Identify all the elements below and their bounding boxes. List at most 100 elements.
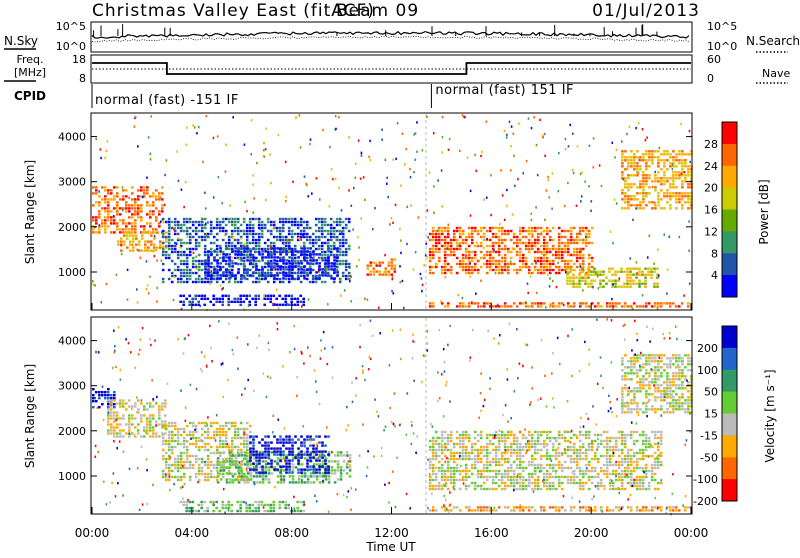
heatmap-scatter-cell bbox=[614, 198, 616, 200]
heatmap-cell bbox=[222, 253, 225, 255]
heatmap-cell bbox=[453, 248, 456, 250]
heatmap-cell bbox=[137, 210, 140, 212]
heatmap-cell bbox=[316, 478, 319, 480]
heatmap-cell bbox=[216, 239, 219, 241]
heatmap-cell bbox=[391, 261, 394, 263]
heatmap-scatter-cell bbox=[253, 262, 255, 264]
heatmap-cell bbox=[367, 273, 370, 275]
heatmap-cell bbox=[276, 438, 279, 440]
heatmap-scatter-cell bbox=[437, 230, 439, 232]
heatmap-cell bbox=[261, 224, 264, 226]
heatmap-cell bbox=[429, 269, 432, 271]
heatmap-cell bbox=[657, 180, 660, 182]
heatmap-cell bbox=[279, 230, 282, 232]
heatmap-cell bbox=[489, 452, 492, 454]
heatmap-cell bbox=[186, 452, 189, 454]
heatmap-cell bbox=[537, 467, 540, 469]
heatmap-cell bbox=[486, 434, 489, 436]
heatmap-cell bbox=[579, 446, 582, 448]
heatmap-cell bbox=[525, 263, 528, 265]
heatmap-cell bbox=[318, 277, 321, 279]
heatmap-cell bbox=[104, 210, 107, 212]
heatmap-cell bbox=[633, 183, 636, 185]
heatmap-cell bbox=[651, 150, 654, 152]
heatmap-cell bbox=[513, 242, 516, 244]
heatmap-cell bbox=[555, 440, 558, 442]
heatmap-cell bbox=[216, 446, 219, 448]
heatmap-cell bbox=[579, 509, 582, 511]
heatmap-cell bbox=[534, 485, 537, 487]
heatmap-cell bbox=[453, 455, 456, 457]
heatmap-cell bbox=[382, 261, 385, 263]
heatmap-scatter-cell bbox=[635, 207, 637, 209]
heatmap-cell bbox=[195, 425, 198, 427]
heatmap-cell bbox=[249, 450, 252, 452]
heatmap-cell bbox=[152, 195, 155, 197]
heatmap-cell bbox=[663, 207, 666, 209]
heatmap-cell bbox=[119, 207, 122, 209]
heatmap-cell bbox=[632, 280, 635, 282]
heatmap-cell bbox=[246, 242, 249, 244]
heatmap-cell bbox=[567, 449, 570, 451]
heatmap-cell bbox=[291, 253, 294, 255]
heatmap-cell bbox=[101, 219, 104, 221]
heatmap-cell bbox=[340, 454, 343, 456]
heatmap-cell bbox=[480, 485, 483, 487]
heatmap-cell bbox=[315, 248, 318, 250]
heatmap-cell bbox=[585, 233, 588, 235]
heatmap-cell bbox=[587, 277, 590, 279]
heatmap-cell bbox=[339, 239, 342, 241]
heatmap-cell bbox=[198, 236, 201, 238]
heatmap-cell bbox=[192, 266, 195, 268]
heatmap-cell bbox=[468, 227, 471, 229]
heatmap-cell bbox=[327, 259, 330, 261]
heatmap-cell bbox=[180, 263, 183, 265]
heatmap-cell bbox=[510, 443, 513, 445]
heatmap-cell bbox=[507, 467, 510, 469]
heatmap-cell bbox=[474, 227, 477, 229]
heatmap-cell bbox=[480, 470, 483, 472]
heatmap-cell bbox=[531, 248, 534, 250]
heatmap-cell bbox=[626, 271, 629, 273]
heatmap-cell bbox=[330, 277, 333, 279]
heatmap-cell bbox=[507, 233, 510, 235]
heatmap-cell bbox=[333, 227, 336, 229]
heatmap-cell bbox=[270, 462, 273, 464]
heatmap-cell bbox=[376, 264, 379, 266]
heatmap-cell bbox=[143, 435, 146, 437]
heatmap-cell bbox=[234, 446, 237, 448]
heatmap-cell bbox=[546, 269, 549, 271]
heatmap-cell bbox=[513, 434, 516, 436]
heatmap-scatter-cell bbox=[409, 168, 411, 170]
heatmap-cell bbox=[507, 230, 510, 232]
heatmap-cell bbox=[498, 272, 501, 274]
heatmap-cell bbox=[432, 302, 435, 304]
heatmap-scatter-cell bbox=[148, 136, 150, 138]
heatmap-cell bbox=[465, 257, 468, 259]
heatmap-cell bbox=[435, 458, 438, 460]
heatmap-cell bbox=[267, 245, 270, 247]
heatmap-cell bbox=[528, 476, 531, 478]
heatmap-cell bbox=[241, 475, 244, 477]
heatmap-cell bbox=[468, 437, 471, 439]
heatmap-cell bbox=[531, 482, 534, 484]
heatmap-scatter-cell bbox=[373, 273, 375, 275]
heatmap-cell bbox=[569, 271, 572, 273]
heatmap-cell bbox=[267, 274, 270, 276]
heatmap-cell bbox=[522, 257, 525, 259]
heatmap-cell bbox=[582, 260, 585, 262]
heatmap-cell bbox=[549, 272, 552, 274]
heatmap-cell bbox=[585, 239, 588, 241]
heatmap-scatter-cell bbox=[467, 157, 469, 159]
heatmap-cell bbox=[152, 414, 155, 416]
heatmap-cell bbox=[225, 437, 228, 439]
heatmap-cell bbox=[201, 269, 204, 271]
heatmap-cell bbox=[534, 482, 537, 484]
heatmap-cell bbox=[258, 221, 261, 223]
heatmap-cell bbox=[155, 432, 158, 434]
heatmap-cell bbox=[537, 269, 540, 271]
heatmap-cell bbox=[122, 402, 125, 404]
heatmap-cell bbox=[321, 450, 324, 452]
heatmap-cell bbox=[134, 231, 137, 233]
heatmap-cell bbox=[614, 283, 617, 285]
